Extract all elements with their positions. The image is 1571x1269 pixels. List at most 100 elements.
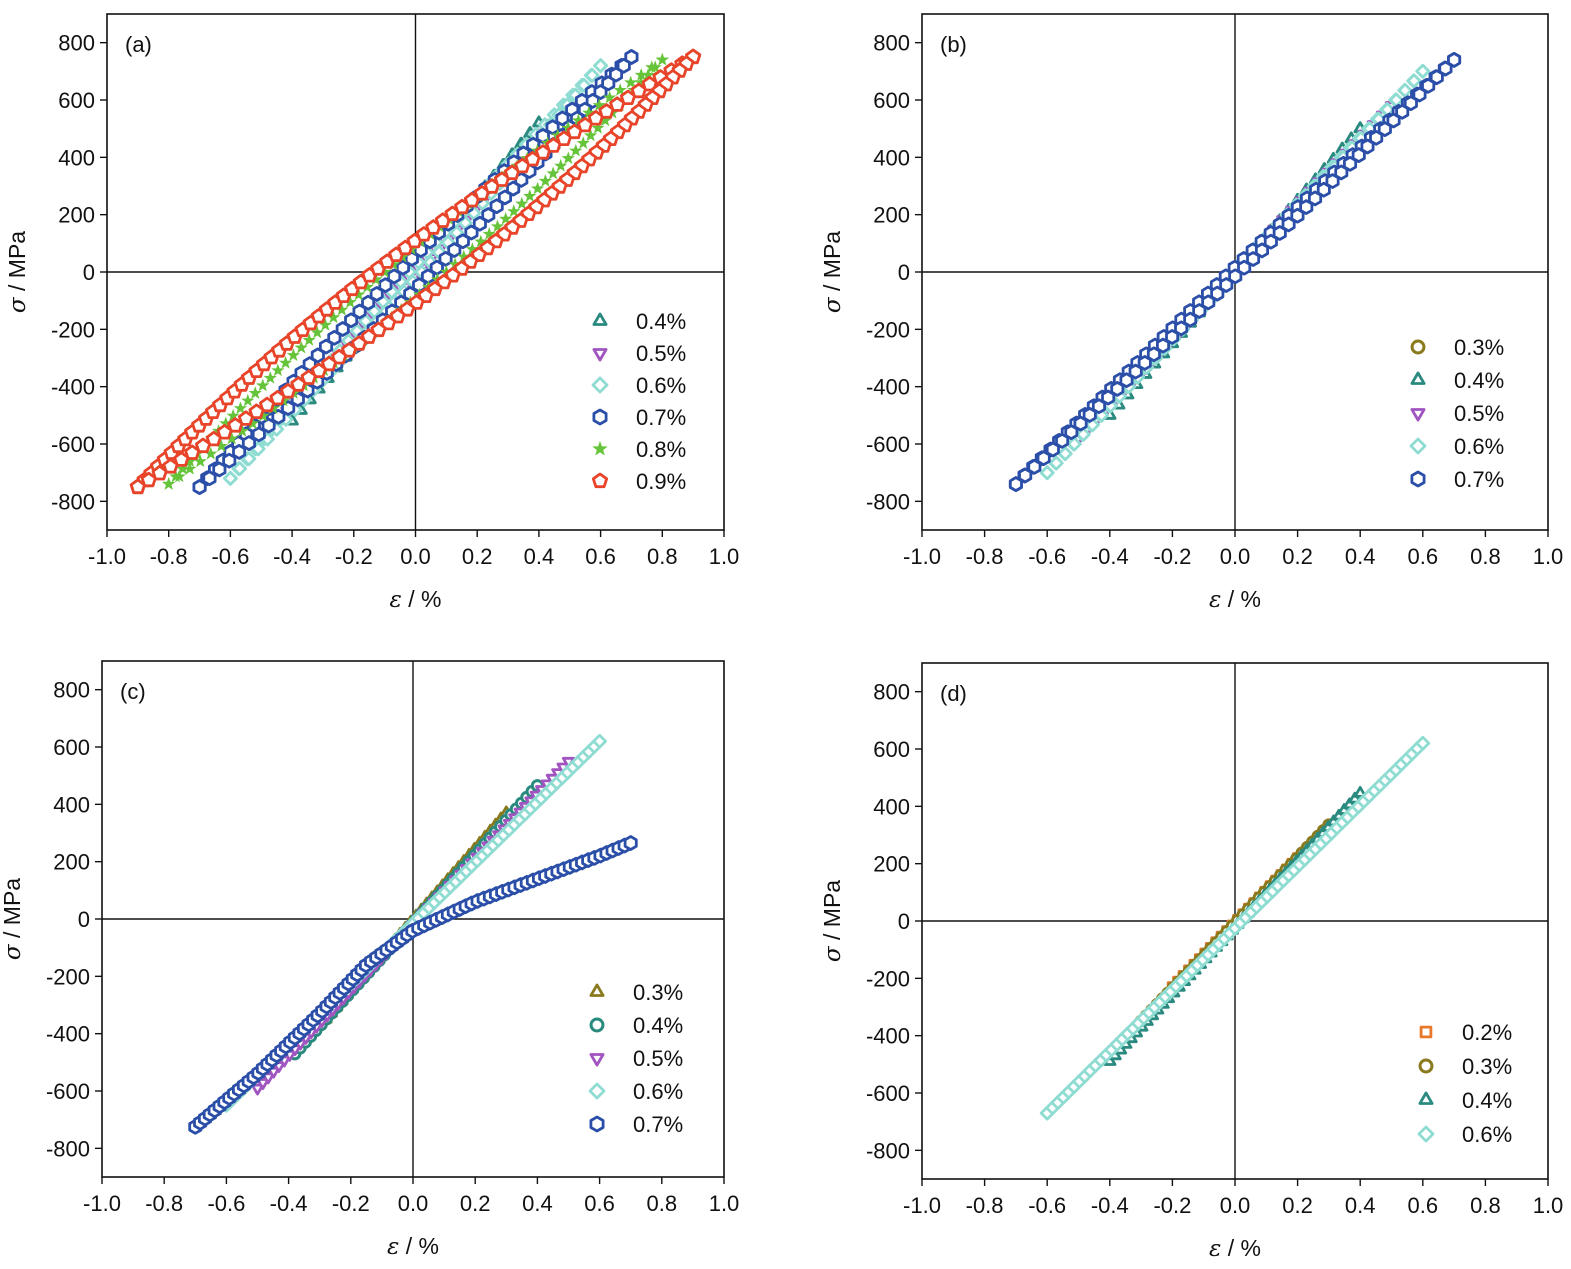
panel-label: (a) (125, 32, 152, 57)
y-tick-label: -400 (46, 1022, 90, 1047)
x-tick-label: 0.8 (647, 544, 678, 569)
x-tick-label: -1.0 (903, 544, 941, 569)
data-point (429, 259, 444, 276)
x-tick-label: -0.6 (211, 544, 249, 569)
data-point (593, 58, 608, 73)
data-point (1008, 476, 1023, 492)
x-tick-label: 0.4 (522, 1191, 553, 1216)
data-point (271, 408, 286, 425)
data-point (576, 136, 590, 149)
y-tick-label: -600 (866, 432, 910, 457)
data-point (603, 90, 617, 104)
legend-entry: 0.3% (1454, 335, 1504, 360)
x-tick-label: 0.0 (1220, 544, 1251, 569)
data-point (1057, 446, 1073, 461)
data-point (129, 478, 146, 495)
x-tick-label: -1.0 (903, 1193, 941, 1218)
y-tick-label: 600 (58, 88, 95, 113)
data-point (300, 369, 317, 385)
data-point (531, 181, 545, 195)
data-point (162, 458, 179, 474)
data-point (261, 417, 276, 434)
data-point (233, 401, 248, 415)
data-point (250, 1083, 265, 1096)
data-point (1397, 83, 1413, 98)
x-tick-label: 1.0 (1533, 544, 1564, 569)
data-point (1316, 181, 1331, 198)
x-tick-label: -0.2 (1153, 544, 1191, 569)
data-point (1415, 63, 1431, 79)
data-point (592, 733, 607, 749)
data-point (1421, 77, 1436, 94)
data-point (1343, 155, 1358, 172)
x-tick-label: 1.0 (709, 1191, 740, 1216)
data-point (232, 444, 247, 460)
data-point (591, 121, 605, 134)
x-tick-label: 0.4 (1345, 1193, 1376, 1218)
data-point (569, 143, 583, 157)
data-point (561, 151, 575, 165)
data-point (212, 461, 227, 478)
x-tick-label: -0.8 (150, 544, 188, 569)
data-point (226, 408, 240, 422)
data-point (205, 430, 222, 447)
x-tick-label: 1.0 (709, 544, 740, 569)
x-tick-label: 0.0 (400, 544, 431, 569)
y-axis-symbol: σ (820, 296, 846, 313)
data-point (280, 383, 297, 399)
data-point (1299, 199, 1314, 215)
x-tick-label: -1.0 (83, 1191, 121, 1216)
legend-marker (1410, 339, 1426, 355)
series-0.7% (1008, 52, 1462, 492)
y-axis-unit: / MPa (0, 878, 25, 945)
legend: 0.2% 0.3% 0.4% 0.6% (1417, 1020, 1512, 1147)
data-point (370, 321, 387, 338)
legend-entry: 0.8% (636, 437, 686, 462)
data-point (1351, 147, 1366, 163)
data-point (1165, 329, 1180, 345)
legend-entry: 0.5% (633, 1046, 683, 1071)
data-point (286, 348, 301, 362)
panel-label: (c) (120, 679, 146, 704)
y-tick-label: -200 (51, 317, 95, 342)
y-tick-label: -800 (866, 1138, 910, 1163)
data-point (184, 444, 201, 460)
data-point (624, 49, 639, 65)
data-point (584, 68, 600, 83)
data-point (464, 224, 479, 241)
y-tick-label: 600 (873, 88, 910, 113)
chart-panel-b: -1.0 -0.8 -0.6 -0.4 -0.2 0.0 0.2 0.4 0.6 0.8 1.0 -8… (819, 13, 1564, 613)
data-point (1353, 786, 1367, 798)
data-point (162, 477, 176, 490)
data-point (497, 189, 512, 206)
legend-marker (1418, 1058, 1434, 1074)
chart-panel-c: -1.0 -0.8 -0.6 -0.4 -0.2 0.0 0.2 0.4 0.6 0.8 1.0 -8… (0, 660, 740, 1260)
x-tick-label: 0.0 (1220, 1193, 1251, 1218)
legend-marker (589, 983, 605, 997)
data-point (261, 1072, 275, 1085)
y-tick-label: 200 (873, 203, 910, 228)
x-tick-label: 0.8 (1470, 544, 1501, 569)
x-tick-label: 0.4 (1345, 544, 1376, 569)
legend-marker (1418, 1091, 1434, 1105)
data-point (1073, 415, 1088, 432)
legend-entry: 0.7% (636, 405, 686, 430)
legend: 0.3% 0.4% 0.5% 0.6% 0.7% (1409, 335, 1504, 492)
x-tick-label: -0.2 (332, 1191, 370, 1216)
data-point (1412, 86, 1427, 103)
y-tick-label: 0 (898, 909, 910, 934)
y-tick-label: -800 (51, 489, 95, 514)
chart-panel-d: -1.0 -0.8 -0.6 -0.4 -0.2 0.0 0.2 0.4 0.6 0.8 1.0 -8… (819, 662, 1563, 1262)
x-axis-symbol: ε (387, 1234, 399, 1260)
legend-marker (1410, 408, 1426, 422)
data-point (232, 461, 248, 476)
data-point (472, 215, 487, 232)
data-point (269, 389, 286, 406)
legend: 0.4% 0.5% 0.6% 0.7% 0.8% 0.9% (591, 309, 686, 494)
legend-entry: 0.6% (633, 1079, 683, 1104)
data-point (1027, 458, 1042, 475)
data-point (256, 1078, 270, 1090)
y-tick-label: 600 (873, 737, 910, 762)
y-tick-label: -400 (51, 375, 95, 400)
data-point (1415, 735, 1431, 751)
